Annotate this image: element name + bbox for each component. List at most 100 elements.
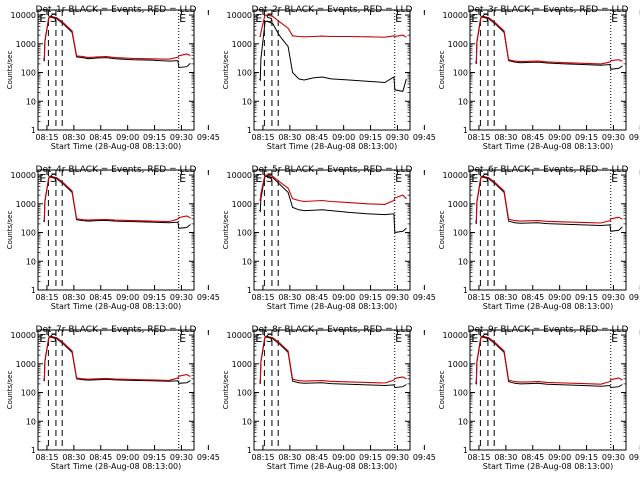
plot-frame xyxy=(469,329,627,451)
x-tick-label: 08:15 xyxy=(467,453,490,462)
y-tick-label: 1 xyxy=(247,446,252,455)
event-marker-label: S xyxy=(50,12,57,25)
x-tick-label: 09:45 xyxy=(629,293,640,302)
plot-frame xyxy=(253,329,411,451)
panel-title: Det_3r BLACK = Events, RED = LLD xyxy=(468,5,629,15)
x-tick-label: 09:30 xyxy=(602,453,625,462)
plot-frame xyxy=(253,169,411,291)
event-marker-label: E xyxy=(395,332,402,345)
y-tick-label: 1000 xyxy=(16,200,36,209)
x-tick-label: 08:45 xyxy=(305,293,328,302)
y-tick-label: 1 xyxy=(31,446,36,455)
y-tick-label: 100 xyxy=(453,389,468,398)
x-tick-label: 09:45 xyxy=(197,453,220,462)
y-tick-label: 1 xyxy=(463,286,468,295)
x-tick-label: 09:00 xyxy=(116,133,139,142)
y-tick-label: 1 xyxy=(31,286,36,295)
y-tick-label: 10000 xyxy=(11,171,36,180)
event-marker-label: S xyxy=(266,12,273,25)
event-marker-label: S xyxy=(266,332,273,345)
event-marker-label: S xyxy=(266,172,273,185)
x-tick-label: 09:30 xyxy=(170,453,193,462)
x-tick-label: 09:15 xyxy=(575,453,598,462)
event-marker-label: S xyxy=(50,172,57,185)
lld-series-line xyxy=(259,174,407,205)
x-tick-label: 09:30 xyxy=(170,293,193,302)
detector-panel-5: Det_5r BLACK = Events, RED = LLD 1 10 100 10… xyxy=(222,165,436,311)
y-tick-label: 10000 xyxy=(443,331,468,340)
events-series-line xyxy=(259,20,407,92)
x-tick-label: 09:30 xyxy=(386,133,409,142)
y-tick-label: 100 xyxy=(453,69,468,78)
y-tick-label: 100 xyxy=(21,389,36,398)
y-tick-label: 10 xyxy=(242,97,252,106)
event-marker-label: S xyxy=(482,332,489,345)
x-tick-label: 09:00 xyxy=(332,453,355,462)
x-axis-label: Start Time (28-Aug-08 08:13:00) xyxy=(51,462,182,471)
detector-panel-1: Det_1r BLACK = Events, RED = LLD 1 10 100 10… xyxy=(6,5,220,151)
x-tick-label: 08:15 xyxy=(251,133,274,142)
x-tick-label: 09:15 xyxy=(575,133,598,142)
plot-frame xyxy=(37,9,195,131)
y-tick-label: 10 xyxy=(458,417,468,426)
detector-panel-6: Det_6r BLACK = Events, RED = LLD 1 10 100 10… xyxy=(438,165,640,311)
panel-title: Det_4r BLACK = Events, RED = LLD xyxy=(36,165,197,175)
y-tick-label: 10000 xyxy=(11,331,36,340)
x-axis-label: Start Time (28-Aug-08 08:13:00) xyxy=(483,302,614,311)
x-tick-label: 08:30 xyxy=(278,293,301,302)
detector-panel-7: Det_7r BLACK = Events, RED = LLD 1 10 100 10… xyxy=(6,325,220,471)
y-tick-label: 1000 xyxy=(232,360,252,369)
y-tick-label: 100 xyxy=(237,69,252,78)
panel-title: Det_1r BLACK = Events, RED = LLD xyxy=(36,5,197,15)
x-tick-label: 09:45 xyxy=(413,293,436,302)
y-tick-label: 100 xyxy=(237,229,252,238)
detector-panel-4: Det_4r BLACK = Events, RED = LLD 1 10 100 10… xyxy=(6,165,220,311)
y-axis-label: Counts/sec xyxy=(222,51,230,90)
x-tick-label: 08:15 xyxy=(251,453,274,462)
event-marker-label: E xyxy=(39,12,46,25)
plot-frame xyxy=(469,169,627,291)
y-tick-label: 1 xyxy=(247,126,252,135)
plot-frame xyxy=(253,9,411,131)
x-tick-label: 08:15 xyxy=(35,293,58,302)
y-tick-label: 1000 xyxy=(448,200,468,209)
event-marker-label: E xyxy=(39,332,46,345)
event-marker-label: S xyxy=(482,12,489,25)
event-marker-label: E xyxy=(39,172,46,185)
y-axis-label: Counts/sec xyxy=(438,371,446,410)
y-axis-label: Counts/sec xyxy=(6,211,14,250)
y-tick-label: 100 xyxy=(453,229,468,238)
x-tick-label: 08:15 xyxy=(35,133,58,142)
lld-series-line xyxy=(43,335,191,381)
y-tick-label: 1000 xyxy=(448,40,468,49)
y-tick-label: 10 xyxy=(26,257,36,266)
event-marker-label: E xyxy=(611,172,618,185)
y-tick-label: 10 xyxy=(26,417,36,426)
event-marker-label: E xyxy=(179,332,186,345)
x-tick-label: 09:15 xyxy=(143,133,166,142)
event-marker-label: S xyxy=(50,332,57,345)
event-marker-label: E xyxy=(611,332,618,345)
x-tick-label: 09:45 xyxy=(413,133,436,142)
x-tick-label: 08:15 xyxy=(467,293,490,302)
panel-title: Det_2r BLACK = Events, RED = LLD xyxy=(252,5,413,15)
event-marker-label: E xyxy=(395,172,402,185)
y-tick-label: 10 xyxy=(242,417,252,426)
y-tick-label: 10 xyxy=(458,97,468,106)
x-tick-label: 08:30 xyxy=(62,453,85,462)
event-marker-label: E xyxy=(179,12,186,25)
x-tick-label: 09:00 xyxy=(116,453,139,462)
x-tick-label: 08:30 xyxy=(278,133,301,142)
x-tick-label: 09:45 xyxy=(197,133,220,142)
panel-title: Det_6r BLACK = Events, RED = LLD xyxy=(468,165,629,175)
y-tick-label: 1000 xyxy=(16,360,36,369)
event-marker-label: E xyxy=(255,332,262,345)
lld-series-line xyxy=(475,15,623,65)
y-tick-label: 1000 xyxy=(232,200,252,209)
y-tick-label: 100 xyxy=(21,229,36,238)
y-tick-label: 10000 xyxy=(227,331,252,340)
x-axis-label: Start Time (28-Aug-08 08:13:00) xyxy=(267,142,398,151)
x-tick-label: 09:00 xyxy=(548,453,571,462)
y-axis-label: Counts/sec xyxy=(6,371,14,410)
